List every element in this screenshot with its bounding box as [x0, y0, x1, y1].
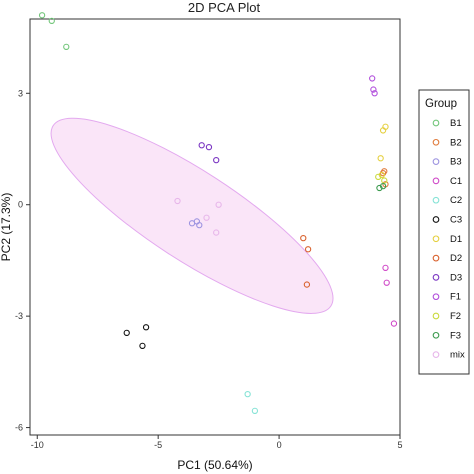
legend-key-d3 — [432, 274, 440, 281]
legend: Group B1 B2 B3 C1 C2 C3 D1 D2 D3 F1 F2 F3 mix — [418, 89, 470, 375]
point-mix — [203, 214, 210, 221]
legend-label-b1: B1 — [450, 118, 462, 129]
y-tick-label: -3 — [15, 311, 23, 321]
plot-area — [29, 12, 401, 436]
x-axis-title: PC1 (50.64%) — [177, 458, 252, 472]
point-b3 — [188, 220, 196, 227]
x-axis: -10 -5 0 5 — [31, 435, 403, 450]
point-d3 — [205, 143, 213, 151]
point-c3 — [123, 329, 130, 337]
y-tick-label: 3 — [18, 88, 23, 98]
legend-label-f3: F3 — [450, 330, 461, 341]
point-mix — [215, 201, 222, 208]
point-c3 — [142, 324, 150, 331]
point-c1 — [390, 320, 398, 327]
legend-label-f1: F1 — [450, 292, 461, 303]
legend-label-b3: B3 — [450, 157, 462, 168]
point-f1 — [371, 90, 378, 97]
legend-key-b1 — [432, 119, 440, 127]
points-layer — [38, 12, 398, 415]
point-d3 — [213, 156, 220, 164]
confidence-ellipse-layer — [50, 117, 334, 314]
legend-label-f2: F2 — [450, 311, 461, 322]
point-d2 — [303, 281, 311, 288]
y-axis: -6 -3 0 3 — [15, 88, 30, 433]
y-tick-label: -6 — [15, 423, 23, 433]
legend-key-b2 — [432, 138, 440, 146]
legend-label-b2: B2 — [450, 137, 462, 148]
point-f2 — [375, 173, 382, 181]
legend-label-c1: C1 — [450, 176, 462, 187]
x-tick-label: 5 — [397, 440, 402, 450]
legend-label-d2: D2 — [450, 253, 462, 264]
legend-key-c2 — [432, 196, 440, 204]
legend-key-mix — [432, 351, 440, 358]
legend-label-c2: C2 — [450, 195, 462, 206]
point-f3 — [376, 184, 383, 192]
point-d1 — [382, 123, 389, 130]
point-mix — [213, 229, 220, 236]
point-d2 — [300, 234, 307, 242]
point-c2 — [244, 390, 251, 398]
point-f1 — [369, 75, 376, 82]
legend-key-b3 — [432, 158, 440, 165]
point-b1 — [63, 43, 70, 51]
point-b1 — [38, 12, 46, 19]
legend-key-f2 — [432, 312, 440, 320]
point-c1 — [382, 264, 389, 272]
point-b3 — [196, 221, 203, 229]
x-tick-label: -5 — [154, 440, 162, 450]
legend-items: B1 B2 B3 C1 C2 C3 D1 D2 D3 F1 F2 F3 mix — [432, 118, 465, 361]
legend-key-c1 — [432, 177, 440, 185]
mix-ellipse — [50, 117, 334, 314]
point-c3 — [139, 342, 146, 350]
legend-label-c3: C3 — [450, 215, 462, 226]
legend-key-f1 — [432, 293, 440, 301]
point-c2 — [251, 407, 259, 415]
y-axis-title: PC2 (17.3%) — [0, 193, 13, 262]
y-tick-label: 0 — [18, 200, 23, 210]
point-f3 — [379, 182, 387, 190]
point-c1 — [383, 279, 390, 286]
legend-box — [418, 89, 470, 375]
point-d1 — [377, 155, 384, 162]
legend-label-mix: mix — [450, 350, 465, 361]
point-d3 — [198, 142, 205, 149]
legend-label-d1: D1 — [450, 234, 462, 245]
legend-title: Group — [425, 98, 457, 110]
legend-label-d3: D3 — [450, 272, 462, 283]
chart-title: 2D PCA Plot — [188, 0, 261, 15]
legend-key-f3 — [432, 331, 440, 339]
point-f2 — [381, 177, 388, 184]
legend-key-d2 — [432, 254, 440, 262]
point-b1 — [48, 17, 55, 25]
legend-key-d1 — [432, 235, 440, 243]
x-tick-label: 0 — [277, 440, 282, 450]
legend-key-c3 — [432, 216, 440, 223]
point-d1 — [378, 171, 386, 179]
point-mix — [174, 197, 181, 205]
point-f1 — [370, 86, 377, 93]
x-tick-label: -10 — [31, 440, 44, 450]
point-d2 — [304, 246, 312, 253]
